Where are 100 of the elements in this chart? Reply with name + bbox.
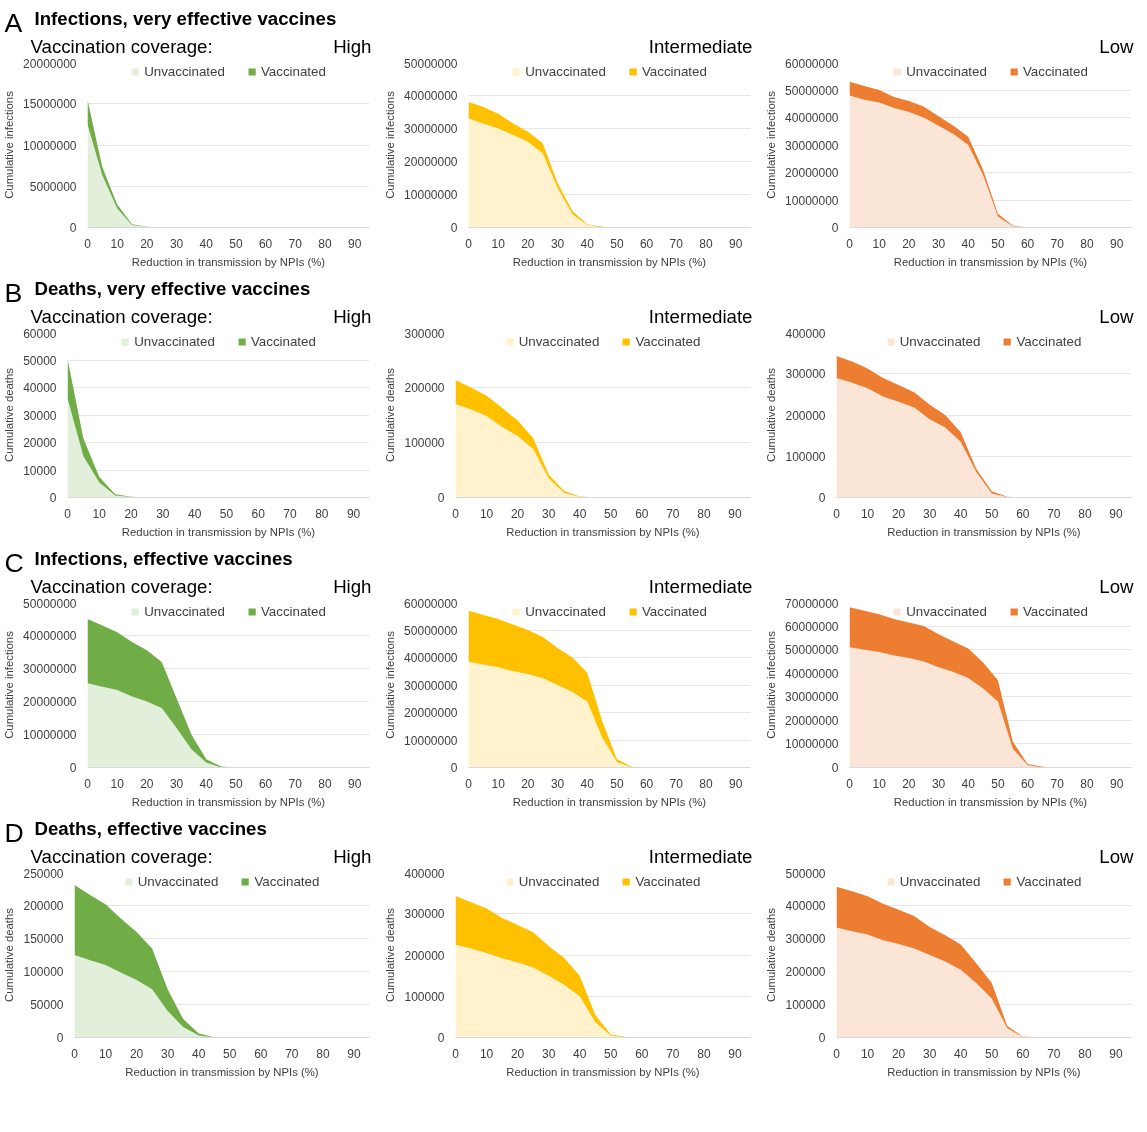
legend-label: Vaccinated [1022, 604, 1088, 619]
x-axis-title: Reduction in transmission by NPIs (%) [512, 795, 707, 808]
legend-label: Unvaccinated [137, 874, 219, 889]
y-tick-label: 10000000 [23, 728, 77, 742]
x-tick-label: 60 [635, 506, 649, 521]
x-axis-title: Reduction in transmission by NPIs (%) [131, 255, 326, 268]
x-tick-label: 50 [991, 776, 1005, 791]
x-tick-label: 40 [954, 506, 968, 521]
x-tick-label: 70 [1047, 506, 1061, 521]
x-tick-label: 20 [902, 236, 916, 251]
chart-title: Low [1099, 576, 1135, 597]
y-tick-label: 40000000 [23, 629, 77, 643]
y-tick-label: 10000000 [785, 193, 839, 208]
x-tick-label: 10 [860, 506, 875, 521]
y-tick-label: 0 [831, 761, 839, 775]
legend-label: Vaccinated [641, 604, 707, 619]
y-tick-label: 50000000 [404, 623, 458, 638]
y-tick-label: 0 [437, 1031, 445, 1045]
y-tick-label: 100000 [23, 965, 64, 979]
y-tick-label: 20000000 [23, 695, 77, 709]
y-tick-label: 400000 [785, 899, 826, 913]
y-tick-label: 300000 [785, 367, 826, 382]
x-tick-label: 50 [610, 776, 624, 791]
x-tick-label: 0 [846, 236, 854, 251]
legend-label: Vaccinated [260, 604, 326, 619]
y-tick-label: 30000000 [785, 138, 839, 153]
y-axis-title: Cumulative infections [765, 630, 778, 739]
legend-label: Unvaccinated [144, 64, 225, 79]
y-tick-label: 0 [49, 491, 57, 505]
text: Deaths, effective vaccines [34, 818, 267, 839]
y-tick-label: 10000000 [404, 733, 458, 748]
legend-label: Vaccinated [250, 334, 316, 349]
x-tick-label: 80 [697, 1046, 711, 1061]
text: Vaccination coverage: [30, 576, 213, 597]
x-tick-label: 40 [573, 506, 587, 521]
y-tick-label: 400000 [404, 866, 445, 881]
y-tick-label: 500000 [785, 866, 826, 881]
y-tick-label: 10000000 [404, 188, 458, 202]
x-tick-label: 0 [465, 236, 473, 251]
y-tick-label: 100000 [404, 989, 445, 1004]
y-tick-label: 50000 [30, 998, 64, 1012]
y-tick-label: 50000000 [785, 643, 839, 658]
y-tick-label: 250000 [23, 866, 64, 881]
x-tick-label: 30 [169, 776, 184, 791]
chart-title: High [333, 846, 372, 867]
x-tick-label: 70 [1050, 236, 1065, 251]
x-axis-title: Reduction in transmission by NPIs (%) [893, 255, 1088, 268]
x-axis-title: Reduction in transmission by NPIs (%) [893, 795, 1088, 808]
chart-title: High [333, 306, 372, 327]
chart-title: High [333, 576, 372, 597]
y-tick-label: 0 [437, 491, 445, 505]
text: Infections, effective vaccines [34, 548, 293, 569]
y-axis-title: Cumulative infections [3, 90, 16, 199]
legend-label: Vaccinated [635, 874, 701, 889]
x-tick-label: 20 [521, 236, 535, 251]
x-tick-label: 50 [985, 506, 999, 521]
x-tick-label: 60 [639, 236, 654, 251]
legend-label: Unvaccinated [518, 874, 600, 889]
y-tick-label: 20000000 [23, 56, 77, 71]
y-tick-label: 5000000 [29, 179, 77, 194]
legend-label: Vaccinated [260, 64, 326, 79]
x-tick-label: 50 [985, 1046, 999, 1061]
x-tick-label: 20 [140, 776, 154, 791]
x-tick-label: 90 [347, 1046, 361, 1061]
legend-label: Unvaccinated [899, 334, 981, 349]
legend-label: Vaccinated [1016, 874, 1082, 889]
chart-title: Intermediate [648, 846, 753, 867]
x-tick-label: 20 [510, 506, 525, 521]
x-tick-label: 30 [922, 506, 937, 521]
x-tick-label: 20 [510, 1046, 525, 1061]
legend-label: Unvaccinated [144, 604, 225, 619]
legend-label: Unvaccinated [518, 334, 600, 349]
x-tick-label: 50 [219, 506, 234, 521]
legend-label: Unvaccinated [525, 64, 606, 79]
y-tick-label: 50000000 [785, 83, 839, 98]
x-tick-label: 80 [318, 776, 332, 791]
legend-label: Vaccinated [1016, 334, 1082, 349]
y-tick-label: 40000000 [404, 89, 458, 103]
y-axis-title: Cumulative deaths [765, 367, 778, 462]
x-tick-label: 50 [229, 776, 243, 791]
x-tick-label: 60 [1020, 236, 1035, 251]
y-tick-label: 40000000 [404, 651, 458, 665]
legend-label: Unvaccinated [525, 604, 606, 619]
x-tick-label: 40 [187, 506, 202, 521]
x-tick-label: 70 [285, 1046, 299, 1061]
y-tick-label: 200000 [785, 408, 826, 423]
x-tick-label: 0 [846, 776, 854, 791]
x-tick-label: 20 [124, 506, 139, 521]
x-tick-label: 10 [491, 236, 506, 251]
y-tick-label: 0 [818, 1031, 826, 1045]
x-tick-label: 70 [288, 776, 303, 791]
y-tick-label: 0 [56, 1031, 64, 1045]
x-tick-label: 60 [254, 1046, 268, 1061]
legend-label: Unvaccinated [906, 64, 987, 79]
x-tick-label: 50 [610, 236, 624, 251]
x-tick-label: 40 [961, 236, 976, 251]
y-tick-label: 50000000 [23, 596, 77, 611]
x-tick-label: 70 [669, 776, 684, 791]
y-tick-label: 0 [818, 491, 826, 505]
y-tick-label: 15000000 [23, 97, 77, 112]
